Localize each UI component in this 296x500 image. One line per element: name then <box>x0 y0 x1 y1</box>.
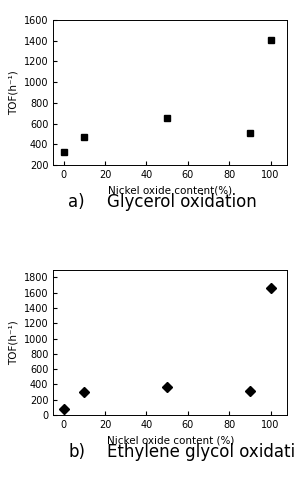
Text: a): a) <box>68 192 85 210</box>
X-axis label: Nickel oxide content(%): Nickel oxide content(%) <box>108 186 232 196</box>
Y-axis label: TOF(h⁻¹): TOF(h⁻¹) <box>8 70 18 115</box>
Text: Glycerol oxidation: Glycerol oxidation <box>107 192 256 210</box>
Text: Ethylene glycol oxidation: Ethylene glycol oxidation <box>107 442 296 460</box>
Y-axis label: TOF(h⁻¹): TOF(h⁻¹) <box>8 320 18 365</box>
Text: b): b) <box>68 442 85 460</box>
X-axis label: Nickel oxide content (%): Nickel oxide content (%) <box>107 436 234 446</box>
